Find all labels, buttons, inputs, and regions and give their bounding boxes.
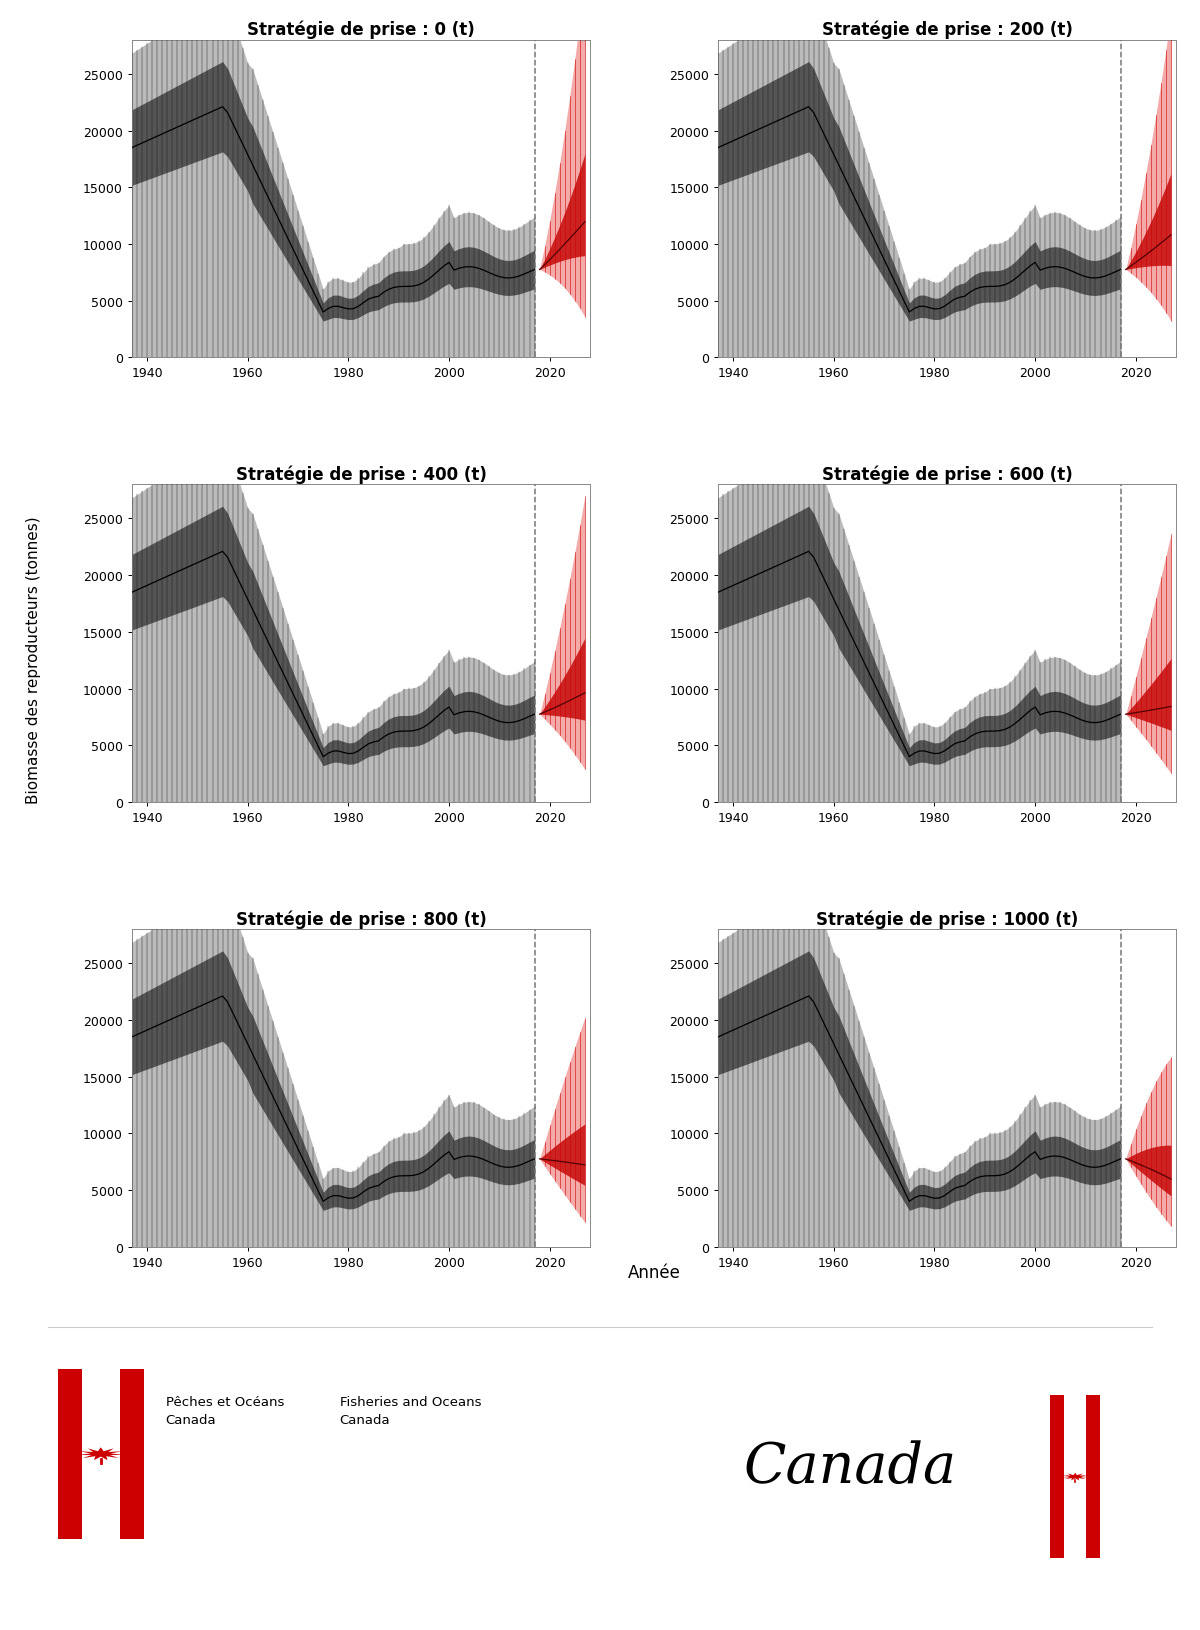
Bar: [1086, 1395, 1100, 1558]
Polygon shape: [1061, 1474, 1090, 1480]
Bar: [1050, 1395, 1064, 1558]
Title: Stratégie de prise : 0 (t): Stratégie de prise : 0 (t): [247, 21, 475, 39]
Bar: [82, 1369, 120, 1539]
Title: Stratégie de prise : 600 (t): Stratégie de prise : 600 (t): [822, 465, 1073, 484]
Text: Biomasse des reproducteurs (tonnes): Biomasse des reproducteurs (tonnes): [26, 517, 41, 804]
Title: Stratégie de prise : 800 (t): Stratégie de prise : 800 (t): [235, 910, 486, 927]
Bar: [58, 1369, 82, 1539]
Bar: [120, 1369, 144, 1539]
Text: Fisheries and Oceans
Canada: Fisheries and Oceans Canada: [340, 1395, 481, 1426]
Title: Stratégie de prise : 400 (t): Stratégie de prise : 400 (t): [235, 465, 486, 484]
Text: Année: Année: [628, 1263, 680, 1281]
Text: Canada: Canada: [744, 1439, 958, 1495]
Bar: [1064, 1395, 1086, 1558]
Title: Stratégie de prise : 1000 (t): Stratégie de prise : 1000 (t): [816, 910, 1078, 927]
Polygon shape: [77, 1447, 125, 1460]
Title: Stratégie de prise : 200 (t): Stratégie de prise : 200 (t): [822, 21, 1073, 39]
Text: Pêches et Océans
Canada: Pêches et Océans Canada: [166, 1395, 284, 1426]
